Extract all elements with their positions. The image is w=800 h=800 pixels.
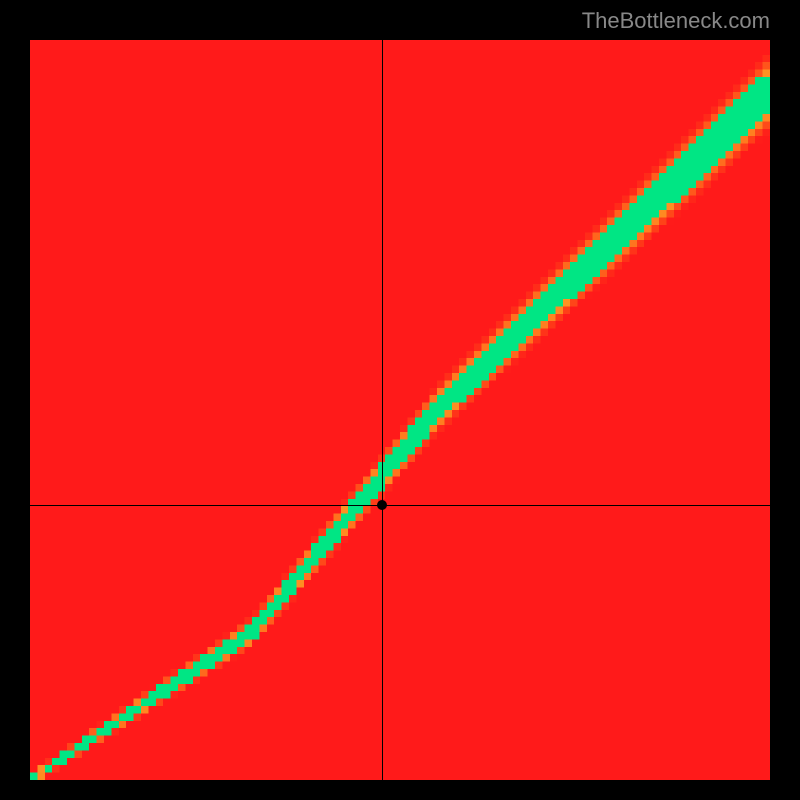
data-point-marker [377,500,387,510]
crosshair-vertical [382,40,383,780]
crosshair-horizontal [30,505,770,506]
heatmap-canvas [30,40,770,780]
heatmap-chart [30,40,770,780]
watermark-label: TheBottleneck.com [582,8,770,34]
